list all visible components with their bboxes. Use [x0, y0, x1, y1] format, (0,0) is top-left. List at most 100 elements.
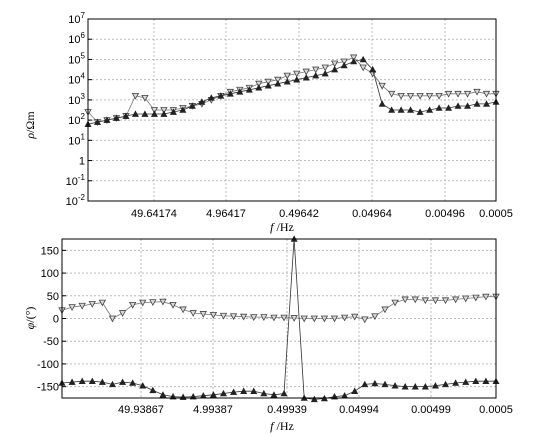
data-point-down	[78, 302, 86, 310]
data-point-up	[169, 108, 177, 115]
data-point-up	[122, 112, 130, 119]
data-point-up	[108, 380, 116, 388]
data-point-up	[472, 377, 480, 384]
data-point-up	[391, 382, 399, 389]
data-point-down	[283, 72, 291, 80]
y-tick-label: 150	[41, 245, 59, 257]
plot-frame	[61, 238, 497, 399]
data-point-up	[141, 110, 149, 117]
data-point-down	[290, 315, 298, 322]
data-point-up	[302, 74, 310, 81]
data-point-down	[411, 296, 419, 304]
data-point-down	[387, 90, 396, 98]
data-point-up	[240, 387, 248, 394]
data-point-up	[68, 378, 76, 385]
data-point-down	[312, 66, 320, 74]
data-point-up	[464, 102, 472, 109]
data-point-up	[421, 383, 429, 390]
data-point-down	[240, 313, 248, 321]
data-point-down	[454, 90, 462, 98]
x-tick-label: 0.00496	[425, 208, 465, 220]
data-point-up	[274, 80, 282, 87]
data-point-down	[451, 296, 460, 304]
data-point-up	[236, 88, 244, 95]
data-point-down	[421, 297, 430, 305]
y-tick-label: 104	[68, 72, 85, 87]
y-tick-label: -50	[43, 336, 59, 348]
data-point-up	[482, 377, 490, 384]
data-point-down	[371, 313, 379, 321]
data-point-down	[150, 107, 159, 114]
data-point-up	[462, 378, 470, 385]
data-point-down	[416, 92, 424, 100]
data-point-up	[103, 116, 111, 123]
data-point-up	[112, 114, 120, 121]
data-point-up	[131, 110, 139, 117]
data-point-down	[300, 315, 308, 323]
data-point-up	[340, 61, 348, 69]
data-point-down	[88, 301, 96, 308]
data-point-up	[245, 86, 253, 93]
data-point-up	[78, 377, 86, 384]
data-point-down	[444, 90, 453, 98]
data-point-down	[462, 295, 470, 303]
data-point-up	[149, 386, 157, 394]
x-tick-label: 0.04964	[352, 208, 392, 220]
data-point-down	[141, 94, 149, 102]
data-point-down	[350, 54, 358, 62]
data-point-down	[351, 313, 359, 321]
data-point-up	[388, 106, 396, 113]
data-point-down	[160, 107, 168, 114]
data-point-down	[270, 314, 278, 322]
data-point-up	[230, 388, 238, 395]
data-point-up	[139, 382, 147, 389]
data-point-up	[407, 106, 415, 113]
data-point-up	[341, 392, 349, 399]
top-y-axis-label: ρ/Ωm	[23, 111, 37, 140]
data-point-down	[397, 92, 405, 100]
y-tick-label: 106	[68, 31, 85, 46]
y-tick-label: 1	[79, 156, 85, 168]
data-point-up	[150, 110, 158, 117]
x-tick-label: 4.96417	[206, 208, 246, 220]
data-point-down	[131, 92, 140, 100]
x-tick-label: 0.49939	[267, 404, 307, 416]
data-point-down	[118, 310, 127, 317]
data-point-up	[88, 377, 96, 384]
data-point-up	[361, 380, 369, 388]
data-point-down	[293, 70, 301, 78]
data-point-up	[219, 389, 227, 397]
data-point-down	[482, 90, 491, 98]
y-tick-label: 0	[53, 314, 59, 326]
data-point-down	[159, 298, 167, 306]
y-tick-label: 100	[41, 268, 59, 280]
data-point-down	[149, 299, 157, 306]
data-point-up	[445, 104, 453, 111]
data-point-up	[129, 379, 137, 386]
x-tick-label: 0.0005	[479, 208, 513, 220]
data-point-down	[463, 90, 472, 98]
data-point-down	[431, 297, 440, 305]
data-point-down	[280, 314, 288, 322]
data-point-down	[472, 294, 480, 302]
data-point-down	[425, 92, 434, 100]
data-point-up	[371, 379, 379, 387]
data-point-down	[274, 76, 282, 84]
y-tick-label: -150	[37, 382, 59, 394]
data-point-up	[264, 82, 272, 89]
data-point-up	[350, 57, 358, 65]
y-tick-label: -100	[37, 359, 59, 371]
data-point-up	[198, 98, 206, 105]
data-point-up	[280, 389, 288, 397]
data-point-up	[416, 108, 424, 115]
data-point-down	[229, 313, 238, 321]
data-point-down	[209, 311, 218, 319]
data-point-down	[108, 315, 117, 323]
data-point-down	[255, 80, 263, 88]
data-point-down	[340, 314, 349, 322]
y-tick-label: 102	[68, 112, 85, 127]
y-tick-label: 105	[68, 51, 85, 66]
data-point-down	[169, 301, 177, 309]
data-point-up	[381, 380, 389, 388]
data-point-up	[483, 100, 491, 107]
